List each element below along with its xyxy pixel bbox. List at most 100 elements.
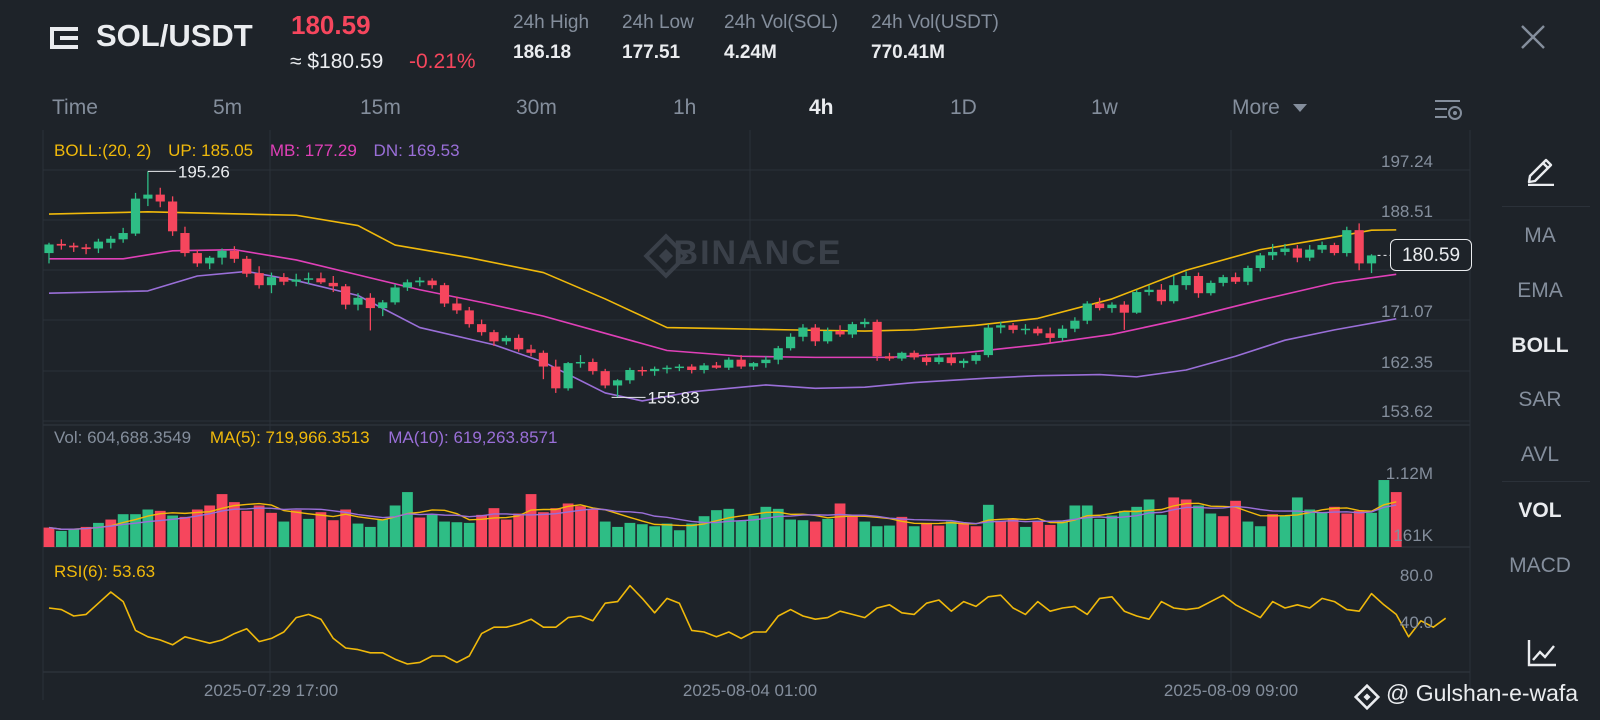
candle-body	[538, 352, 548, 367]
candle-body	[625, 369, 635, 381]
candle-body	[1082, 303, 1092, 321]
volume-bar	[884, 525, 895, 547]
tab-30m[interactable]: 30m	[516, 96, 557, 119]
volume-bar	[1378, 480, 1390, 547]
volume-bar	[1020, 526, 1031, 547]
indicator-macd[interactable]: MACD	[1509, 554, 1571, 577]
candle-body	[1095, 303, 1105, 309]
current-price-tag: 180.59	[1390, 239, 1472, 272]
candle-body	[118, 233, 128, 240]
candle-body	[341, 286, 351, 305]
candle-body	[452, 303, 462, 311]
volume-bar	[439, 521, 450, 547]
candle-body	[155, 194, 165, 202]
volume-bar	[377, 519, 389, 547]
close-icon[interactable]	[1518, 22, 1548, 52]
volume-bar	[636, 524, 648, 547]
line-chart-icon[interactable]	[1526, 638, 1558, 668]
candle-body	[1230, 277, 1241, 282]
volume-bar	[43, 527, 55, 547]
candle-body	[748, 363, 759, 367]
indicator-ma[interactable]: MA	[1524, 224, 1556, 247]
tab-5m[interactable]: 5m	[213, 96, 243, 119]
candle-body	[650, 368, 660, 372]
volume-bar	[1081, 505, 1093, 547]
candle-body	[1268, 251, 1278, 256]
volume-bar	[945, 521, 957, 547]
volume-bar	[735, 520, 747, 547]
volume-bar	[575, 506, 586, 547]
volume-bar	[402, 492, 413, 547]
indicator-boll[interactable]: BOLL	[1511, 334, 1569, 357]
volume-bar	[1341, 513, 1353, 547]
volume-bar	[241, 510, 253, 547]
volume-bar	[748, 515, 759, 547]
candle-body	[143, 194, 153, 199]
svg-text:155.83: 155.83	[648, 388, 700, 407]
vol-legend: Vol: 604,688.3549	[54, 428, 191, 447]
volume-bar	[1057, 521, 1068, 547]
vol-ma10-line	[48, 504, 1397, 530]
candle-body	[1206, 282, 1216, 294]
volume-bar	[451, 522, 463, 547]
indicator-sar[interactable]: SAR	[1518, 388, 1562, 411]
binance-watermark: BINANCE	[674, 234, 843, 272]
indicator-vol[interactable]: VOL	[1518, 499, 1562, 522]
candle-body	[106, 238, 116, 243]
caret-down-icon[interactable]	[1293, 104, 1307, 112]
volume-bar	[834, 503, 846, 547]
volume-bar	[1279, 515, 1291, 547]
tab-1h[interactable]: 1h	[673, 96, 697, 119]
rsi-axis-label: 80.0	[1400, 566, 1433, 585]
rsi-axis-label: 40.0	[1400, 613, 1433, 632]
tab-more[interactable]: More	[1232, 96, 1280, 119]
volume-bar	[525, 494, 537, 547]
candle-body	[1020, 328, 1031, 331]
price-axis-label: 171.07	[1381, 302, 1433, 321]
volume-bar	[686, 523, 698, 547]
volume-bar	[352, 523, 364, 547]
tab-1d[interactable]: 1D	[950, 96, 977, 119]
stat-value-24h-vol-sol: 4.24M	[724, 42, 777, 63]
candle-body	[464, 310, 474, 325]
indicator-avl[interactable]: AVL	[1520, 443, 1560, 466]
candle-body	[266, 277, 277, 286]
menu-icon[interactable]	[50, 26, 80, 50]
candle-body	[1057, 328, 1068, 338]
tab-time[interactable]: Time	[52, 96, 98, 119]
candle-body	[798, 327, 808, 337]
volume-bar	[500, 519, 512, 547]
volume-bar	[1069, 505, 1081, 547]
tab-15m[interactable]: 15m	[360, 96, 401, 119]
volume-bar	[216, 494, 228, 547]
volume-bar	[1353, 510, 1365, 547]
boll-middle-line	[49, 248, 1397, 359]
tab-4h[interactable]: 4h	[809, 96, 834, 119]
candle-body	[1156, 289, 1166, 302]
candle-body	[983, 327, 993, 356]
price-axis-label: 162.35	[1381, 353, 1433, 372]
candle-body	[736, 359, 746, 367]
candle-body	[637, 369, 647, 372]
volume-bar	[315, 512, 327, 547]
binance-logo-icon	[643, 233, 689, 279]
volume-bar	[612, 526, 623, 547]
indicator-ema[interactable]: EMA	[1517, 279, 1563, 302]
volume-bar	[1118, 510, 1130, 547]
chart-settings-icon[interactable]	[1434, 97, 1464, 123]
high-price-marker: 195.26	[147, 162, 230, 181]
volume-bar	[1304, 509, 1316, 547]
stat-label-24h-vol-sol: 24h Vol(SOL)	[724, 12, 839, 33]
last-price: 180.59	[291, 10, 371, 40]
volume-bar	[290, 510, 302, 547]
draw-pencil-icon[interactable]	[1524, 152, 1558, 186]
candle-body	[1132, 292, 1142, 313]
tab-1w[interactable]: 1w	[1091, 96, 1118, 119]
candle-body	[390, 287, 400, 303]
volume-bar	[229, 502, 240, 547]
volume-bar	[809, 521, 821, 547]
pair-title[interactable]: SOL/USDT	[96, 18, 253, 53]
volume-bar	[364, 526, 376, 547]
candle-body	[1255, 255, 1265, 268]
